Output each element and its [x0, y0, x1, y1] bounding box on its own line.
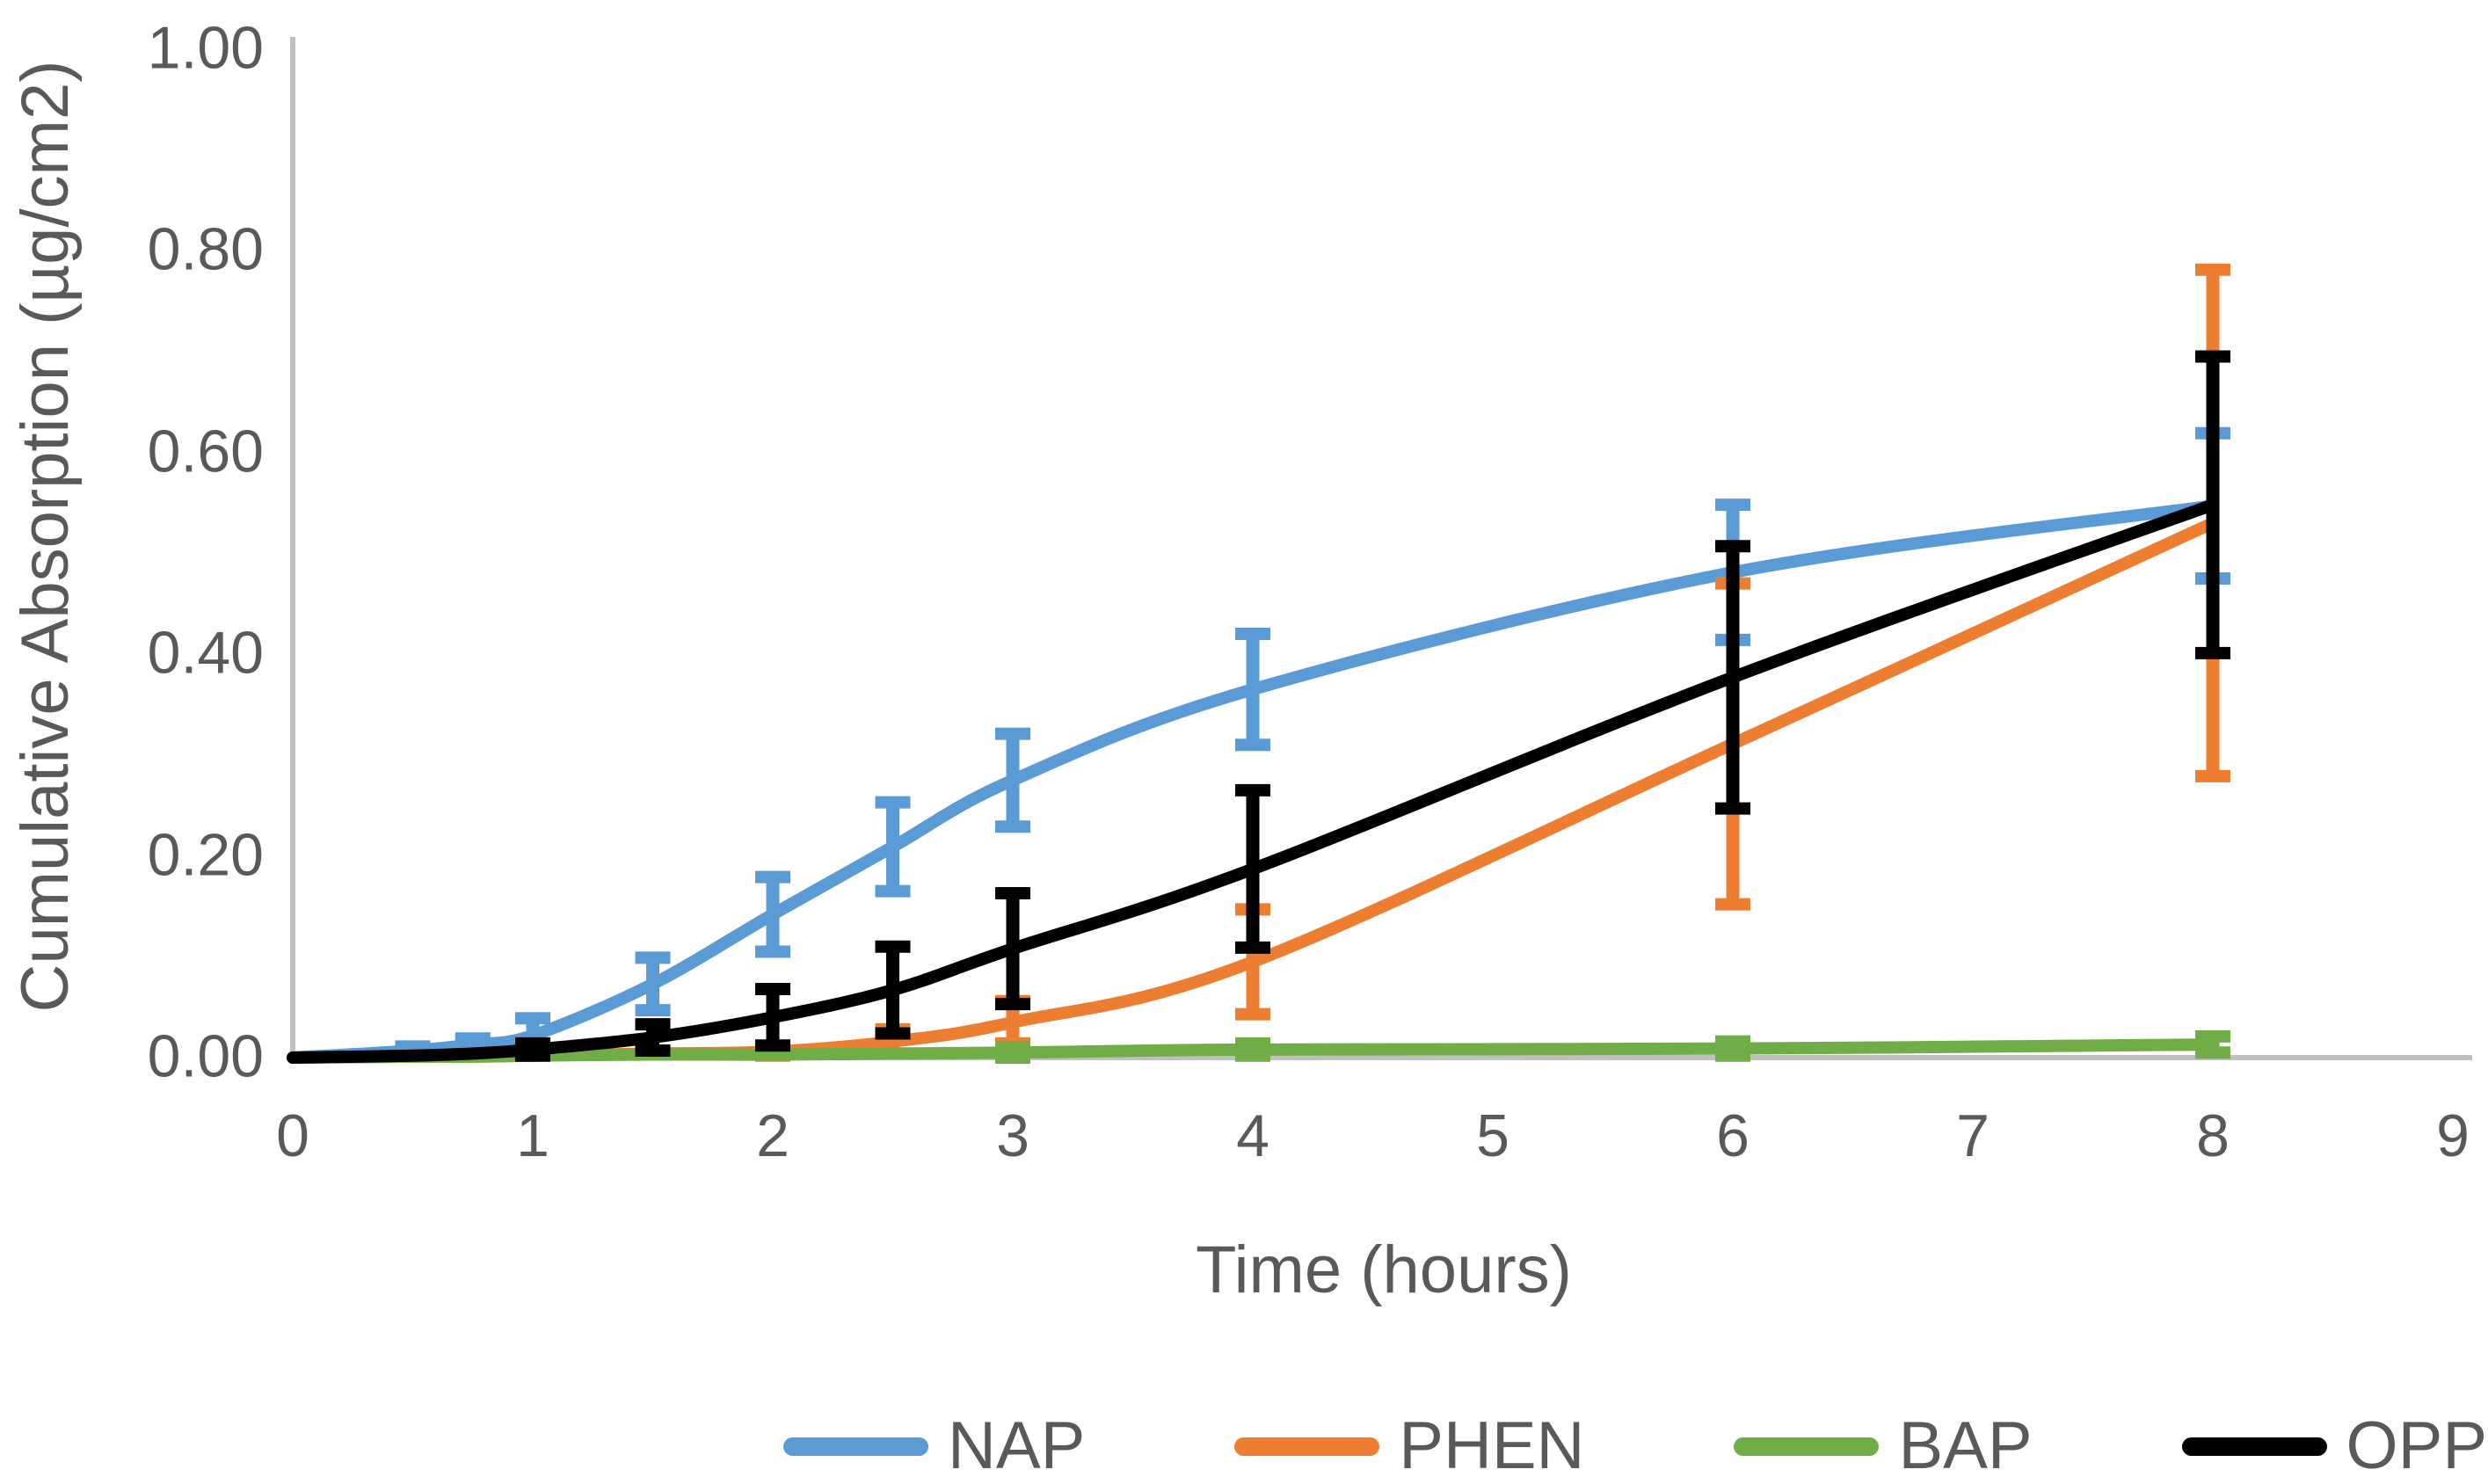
x-tick-label: 1	[516, 1102, 549, 1169]
x-axis-title: Time (hours)	[1196, 1233, 1572, 1307]
error-bar-opp-t6	[1715, 540, 1750, 815]
error-bar-opp-t2.5	[875, 940, 911, 1040]
x-tick-label: 6	[1716, 1102, 1750, 1169]
x-tick-label: 3	[996, 1102, 1029, 1169]
error-bar-opp-t3	[995, 886, 1030, 1011]
x-tick-label: 4	[1236, 1102, 1269, 1169]
y-tick-label: 0.80	[147, 215, 264, 283]
legend-series-label: NAP	[948, 1408, 1086, 1483]
legend-series-label: BAP	[1898, 1408, 2033, 1483]
error-bar-nap-t2	[755, 870, 790, 958]
legend-item-opp: OPP	[2181, 1408, 2488, 1483]
y-tick-label: 1.00	[147, 14, 264, 82]
error-bar-bap-t4	[1235, 1037, 1270, 1062]
error-bar-nap-t4	[1235, 628, 1270, 752]
legend-swatch-line	[1234, 1437, 1380, 1456]
error-bar-bap-t8	[2195, 1029, 2230, 1059]
error-bar-opp-t1.5	[635, 1018, 671, 1057]
error-bar-nap-t2.5	[875, 796, 911, 898]
error-bar-nap-t1.5	[635, 951, 671, 1017]
error-bar-bap-t6	[1715, 1035, 1750, 1062]
y-tick-label: 0.60	[147, 418, 264, 485]
legend-swatch-line	[1734, 1437, 1880, 1456]
y-tick-label: 0.00	[147, 1022, 264, 1090]
error-bar-opp-t8	[2195, 350, 2230, 659]
error-bar-opp-t2	[755, 982, 790, 1052]
x-tick-label: 8	[2196, 1102, 2230, 1169]
error-bar-opp-t4	[1235, 783, 1270, 954]
error-bar-opp-t1	[515, 1037, 550, 1062]
x-tick-label: 7	[1956, 1102, 1990, 1169]
legend-item-bap: BAP	[1734, 1408, 2033, 1483]
legend-swatch-line	[2181, 1437, 2327, 1456]
y-tick-label: 0.20	[147, 821, 264, 889]
x-tick-label: 0	[276, 1102, 309, 1169]
x-tick-label: 9	[2436, 1102, 2470, 1169]
legend-item-nap: NAP	[783, 1413, 1085, 1480]
legend-series-label: PHEN	[1399, 1408, 1585, 1483]
error-bar-bap-t3	[995, 1041, 1030, 1064]
y-tick-label: 0.40	[147, 619, 264, 687]
x-tick-label: 5	[1476, 1102, 1510, 1169]
legend-series-label: OPP	[2346, 1408, 2488, 1483]
legend-item-phen: PHEN	[1234, 1413, 1584, 1480]
chart-legend: NAP PHEN BAP OPP	[783, 1408, 2487, 1483]
x-tick-label: 2	[756, 1102, 789, 1169]
error-bar-nap-t3	[995, 727, 1030, 833]
legend-swatch-line	[783, 1437, 928, 1456]
